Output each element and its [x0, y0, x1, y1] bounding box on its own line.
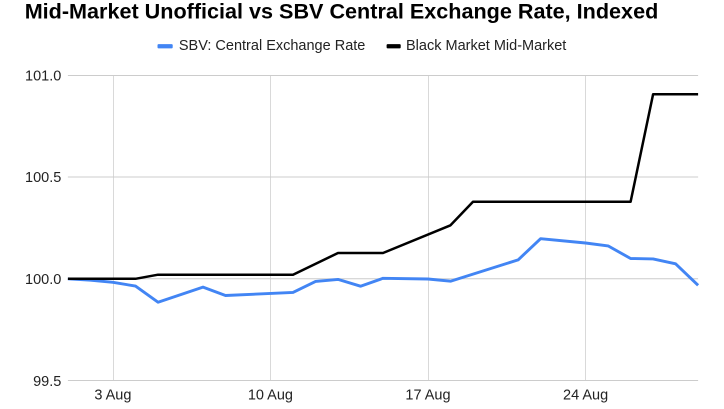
- svg-text:24 Aug: 24 Aug: [563, 387, 608, 403]
- svg-text:101.0: 101.0: [25, 68, 61, 84]
- svg-text:3 Aug: 3 Aug: [94, 387, 131, 403]
- svg-text:SBV: Central Exchange Rate: SBV: Central Exchange Rate: [179, 38, 365, 54]
- svg-text:17 Aug: 17 Aug: [405, 387, 450, 403]
- svg-text:10 Aug: 10 Aug: [248, 387, 293, 403]
- svg-text:Mid-Market Unofficial vs SBV C: Mid-Market Unofficial vs SBV Central Exc…: [25, 0, 659, 24]
- svg-text:100.0: 100.0: [25, 272, 61, 288]
- svg-text:Black Market Mid-Market: Black Market Mid-Market: [406, 38, 566, 54]
- svg-text:100.5: 100.5: [25, 170, 61, 186]
- svg-text:99.5: 99.5: [33, 374, 61, 390]
